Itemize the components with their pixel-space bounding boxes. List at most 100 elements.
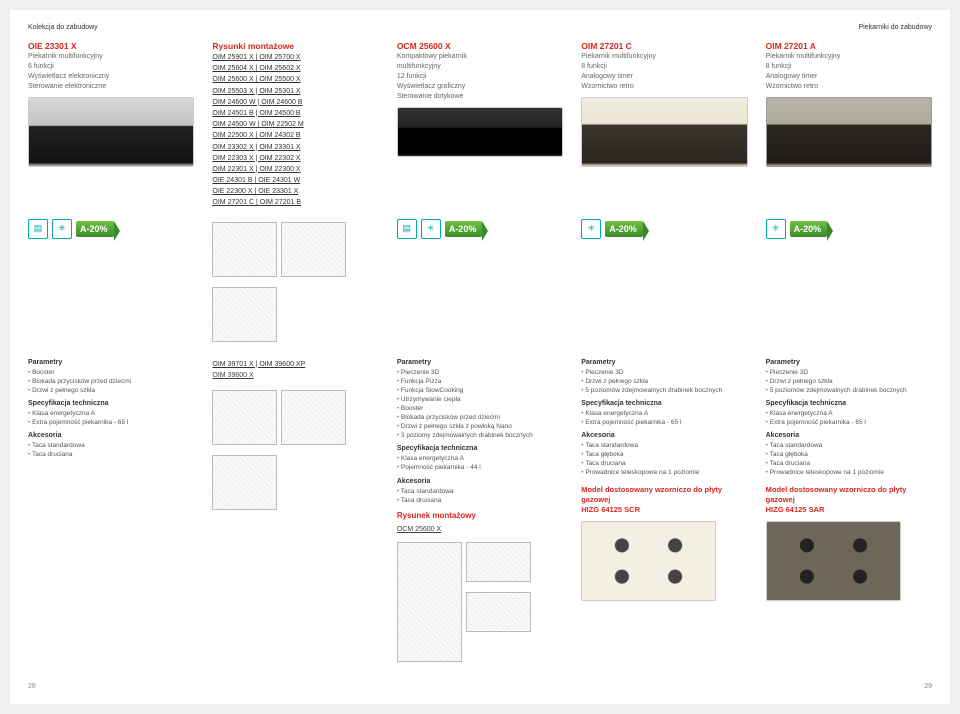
lower-col-4: Parametry Pieczenie 3D Drzwi z pełnego s… [581,359,747,665]
mounting-drawing [281,390,346,445]
product-image-compact-oven [397,107,563,157]
acc-item: Taca standardowa [766,441,932,450]
param-item: Utrzymywanie ciepła [397,395,563,404]
catalog-spread: Kolekcja do zabudowy Piekarniki do zabud… [10,10,950,704]
drawing-link: OIM 27201 C | OIM 27201 B [212,197,378,208]
product-col-4: OIM 27201 C Piekarnik multifunkcyjny 8 f… [581,41,747,209]
acc-heading: Akcesoria [397,478,563,485]
param-item: Drzwi z pełnego szkła [28,386,194,395]
lower-col-2: OIM 39701 X | OIM 39600 XP OIM 39600 X [212,359,378,665]
param-item: Booster [28,368,194,377]
product-line: Wyświetlacz graficzny [397,82,563,91]
param-item: 3 poziomy zdejmowalnych drabinek bocznyc… [397,431,563,440]
drawing-link: OIM 22500 X | OIM 24302 B [212,130,378,141]
acc-heading: Akcesoria [766,432,932,439]
drawing-link: OIE 24301 B | OIE 24301 W [212,175,378,186]
product-line: Piekarnik multifunkcyjny [28,52,194,61]
header-left: Kolekcja do zabudowy [28,24,98,31]
param-item: Booster [397,404,563,413]
param-item: Funkcja Pizza [397,377,563,386]
drawing-link[interactable]: OIM 39600 X [212,370,378,381]
params-list: Pieczenie 3D Drzwi z pełnego szkła 5 poz… [581,368,747,395]
capacity-icon: ▤ [28,219,48,239]
drawing-row-2 [28,284,932,345]
acc-item: Taca głęboka [766,450,932,459]
badge-cell: ✳ A-20% [766,219,932,239]
badge-row: ▤ ✳ A-20% ▤ ✳ A-20% ✳ A-20% ✳ A-20% [28,219,932,280]
spec-list: Klasa energetyczna A Extra pojemność pie… [581,409,747,427]
product-line: 6 funkcji [28,62,194,71]
acc-item: Taca druciana [581,459,747,468]
spec-list: Klasa energetyczna A Pojemność piekarnik… [397,454,563,472]
acc-item: Taca druciana [28,450,194,459]
acc-item: Taca standardowa [397,487,563,496]
product-title: OIM 27201 C [581,41,747,51]
badge-cell: ▤ ✳ A-20% [397,219,563,239]
product-line: Wzornictwo retro [581,82,747,91]
product-line: Wyświetlacz elektroniczny [28,72,194,81]
product-line: 8 funkcji [581,62,747,71]
hob-image-cream [581,521,716,601]
product-title: OIM 27201 A [766,41,932,51]
product-line: Kompaktowy piekarnik [397,52,563,61]
product-line: Sterowanie dotykowe [397,92,563,101]
acc-list: Taca standardowa Taca głęboka Taca druci… [581,441,747,477]
fan-icon: ✳ [421,219,441,239]
product-col-5: OIM 27201 A Piekarnik multifunkcyjny 8 f… [766,41,932,209]
product-title: OCM 25600 X [397,41,563,51]
header-right: Piekarniki do zabudowy [858,24,932,31]
param-item: Blokada przycisków przed dziećmi [28,377,194,386]
spec-item: Extra pojemność piekarnika - 65 l [28,418,194,427]
param-item: 5 poziomów zdejmowalnych drabinek boczny… [766,386,932,395]
page-number-left: 28 [28,683,36,690]
model-code: HIZG 64125 SAR [766,505,825,514]
acc-item: Prowadnice teleskopowe na 1 poziomie [581,468,747,477]
spec-item: Extra pojemność piekarnika - 65 l [581,418,747,427]
drawing-link: OIM 25503 X | OIM 25301 X [212,86,378,97]
acc-heading: Akcesoria [581,432,747,439]
badge-cell: ▤ ✳ A-20% [28,219,194,239]
drawing-link: OIM 25604 X | OIM 25602 X [212,63,378,74]
param-item: Drzwi z pełnego szkła [766,377,932,386]
drawings-title: Rysunki montażowe [212,41,378,51]
params-list: Pieczenie 3D Funkcja Pizza Funkcja SlowC… [397,368,563,441]
hob-image-anthracite [766,521,901,601]
drawing-link: OIM 22301 X | OIM 22300 X [212,164,378,175]
lower-col-5: Parametry Pieczenie 3D Drzwi z pełnego s… [766,359,932,665]
params-heading: Parametry [766,359,932,366]
product-line: 12 funkcji [397,72,563,81]
drawing-link[interactable]: OCM 25600 X [397,524,563,535]
param-item: Pieczenie 3D [581,368,747,377]
product-image-oven-steel [28,97,194,167]
energy-badge: A-20% [76,221,114,237]
product-image-oven-anthracite [766,97,932,167]
product-title: OIE 23301 X [28,41,194,51]
product-col-1: OIE 23301 X Piekarnik multifunkcyjny 6 f… [28,41,194,209]
spec-heading: Specyfikacja techniczna [766,400,932,407]
lower-columns: Parametry Booster Blokada przycisków prz… [28,359,932,665]
drawing-link: OIM 24600 W | OIM 24600 B [212,97,378,108]
product-line: Piekarnik multifunkcyjny [581,52,747,61]
drawing-link: OIM 39701 X | OIM 39600 XP [212,359,378,370]
drawing-link: OIM 24501 B | OIM 24500 B [212,108,378,119]
mounting-drawing-tall [397,542,462,662]
params-list: Booster Blokada przycisków przed dziećmi… [28,368,194,395]
param-item: Drzwi z pełnego szkła z powłoką Nano [397,422,563,431]
drawings-col: Rysunki montażowe OIM 25901 X | OIM 2570… [212,41,378,209]
param-item: Pieczenie 3D [766,368,932,377]
spec-item: Extra pojemność piekarnika - 65 l [766,418,932,427]
mounting-drawing [466,592,531,632]
product-columns: OIE 23301 X Piekarnik multifunkcyjny 6 f… [28,41,932,209]
lower-col-3: Parametry Pieczenie 3D Funkcja Pizza Fun… [397,359,563,665]
spec-list: Klasa energetyczna A Extra pojemność pie… [28,409,194,427]
param-item: Drzwi z pełnego szkła [581,377,747,386]
product-line: 8 funkcji [766,62,932,71]
spec-heading: Specyfikacja techniczna [581,400,747,407]
spec-heading: Specyfikacja techniczna [397,445,563,452]
lower-col-1: Parametry Booster Blokada przycisków prz… [28,359,194,665]
model-head: Model dostosowany wzorniczo do płyty gaz… [766,485,907,504]
params-heading: Parametry [28,359,194,366]
drawing-link: OIM 23302 X | OIM 23301 X [212,142,378,153]
spec-item: Klasa energetyczna A [28,409,194,418]
drawing-link: OIM 25600 X | OIM 25500 X [212,74,378,85]
